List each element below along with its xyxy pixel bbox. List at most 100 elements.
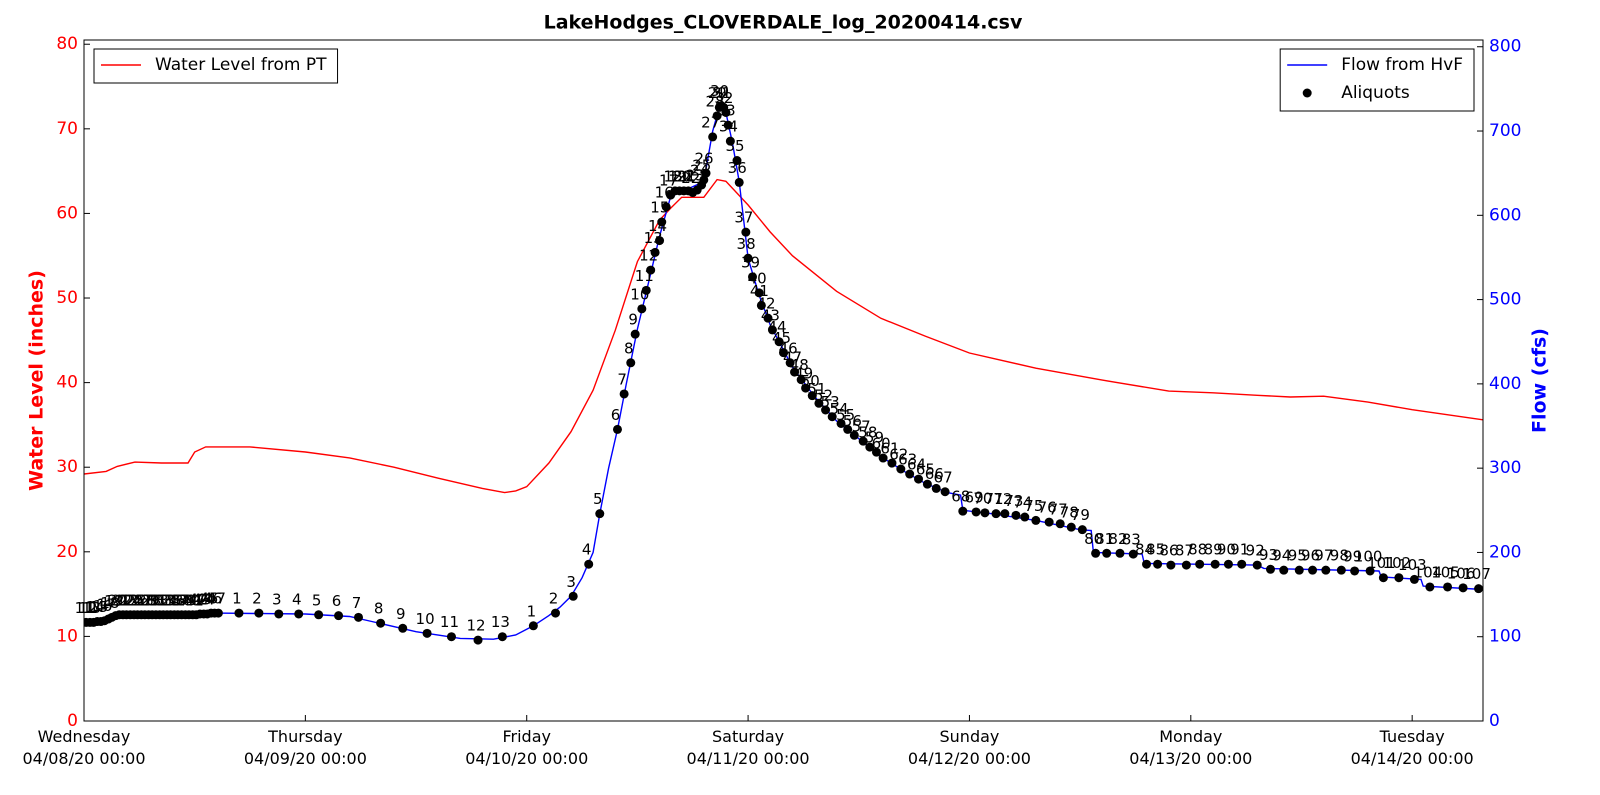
aliquot-point [619,389,629,399]
aliquot-point [774,337,784,347]
aliquot-point [1031,515,1041,525]
point-label: 36 [166,591,185,609]
aliquot-point [1443,582,1453,592]
aliquot-point [422,628,432,638]
point-label: 25 [126,591,145,609]
point-label: 1 [232,590,242,608]
point-label: 5 [312,591,322,609]
aliquot-point [1308,565,1318,575]
aliquot-point [254,608,264,618]
point-label: 28 [706,92,725,110]
point-label: 17 [97,596,116,614]
point-label: 54 [830,400,849,418]
plot-frame [83,39,1484,722]
y2-tick-label: 500 [1489,290,1521,310]
x-tick-label: Friday 04/10/20 00:00 [465,727,589,768]
point-label: 1 [527,602,537,620]
aliquot-point [849,430,859,440]
aliquot-point [650,247,660,257]
y2-tick-label: 700 [1489,121,1521,141]
point-label: 18 [100,594,119,612]
point-label: 33 [155,591,174,609]
aliquot-point [1409,574,1419,584]
aliquot-point [294,609,304,619]
point-label: 76 [1038,499,1057,517]
aliquot-point [732,156,742,166]
point-label: 61 [880,440,899,458]
point-label: 24 [122,591,141,609]
point-label: 14 [648,217,667,235]
aliquot-point [1153,559,1163,569]
point-label: 91 [1230,541,1249,559]
aliquot-point [931,483,941,493]
aliquot-point [790,367,800,377]
point-label: 21 [111,591,130,609]
point-label: 100 [1354,547,1383,565]
point-label: 41 [185,591,204,609]
x-tick-label: Monday 04/13/20 00:00 [1129,727,1253,768]
point-label: 107 [1462,565,1491,583]
point-label: 21 [677,167,696,185]
point-label: 104 [1414,563,1443,581]
point-label: 90 [1217,541,1236,559]
y-tick-label: 40 [56,373,78,393]
point-label: 93 [1259,546,1278,564]
legend-box [93,48,339,84]
aliquot-point [1000,509,1010,519]
aliquot-point [612,424,622,434]
aliquot-point [1350,566,1360,576]
point-label: 60 [872,435,891,453]
point-label: 50 [801,372,820,390]
point-label: 35 [725,137,744,155]
aliquot-point [701,168,711,178]
point-label: 36 [728,159,747,177]
aliquot-point [1128,549,1138,559]
point-label: 4 [582,541,592,559]
point-label: 62 [889,445,908,463]
aliquot-point [914,474,924,484]
point-label: 40 [748,269,767,287]
point-label: 23 [686,167,705,185]
aliquot-point [646,265,656,275]
point-label: 56 [843,412,862,430]
aliquot-point [763,313,773,323]
point-label: 58 [858,424,877,442]
point-label: 39 [177,591,196,609]
aliquot-point [641,285,651,295]
point-label: 12 [466,617,485,635]
point-label: 97 [1314,547,1333,565]
point-label: 44 [768,318,787,336]
aliquot-point [865,442,875,452]
aliquot-point [843,424,853,434]
legend-text: Flow from HvF [1341,55,1463,75]
point-label: 32 [152,591,171,609]
point-label: 77 [1049,500,1068,518]
aliquot-point [473,635,483,645]
point-label: 68 [951,488,970,506]
aliquot-point [1020,512,1030,522]
point-label: 30 [710,82,729,100]
point-label: 26 [694,150,713,168]
point-label: 34 [159,591,178,609]
x-tick-label: Wednesday 04/08/20 00:00 [22,727,146,768]
legend-swatch [1302,88,1312,98]
point-label: 2 [549,590,559,608]
aliquot-point [1378,573,1388,583]
point-label: 87 [1175,542,1194,560]
point-label: 19 [104,592,123,610]
point-label: 11 [635,267,654,285]
aliquot-point [1115,548,1125,558]
point-label: 9 [396,605,406,623]
y-tick-label: 70 [56,119,78,139]
point-label: 35 [163,591,182,609]
point-label: 12 [639,247,658,265]
aliquot-point [1252,560,1262,570]
point-label: 49 [794,365,813,383]
aliquot-point [528,621,538,631]
point-label: 96 [1301,547,1320,565]
y-tick-label: 10 [56,626,78,646]
aliquot-point [1265,564,1275,574]
legend-text: Water Level from PT [155,55,327,75]
legend-box [1279,48,1475,112]
